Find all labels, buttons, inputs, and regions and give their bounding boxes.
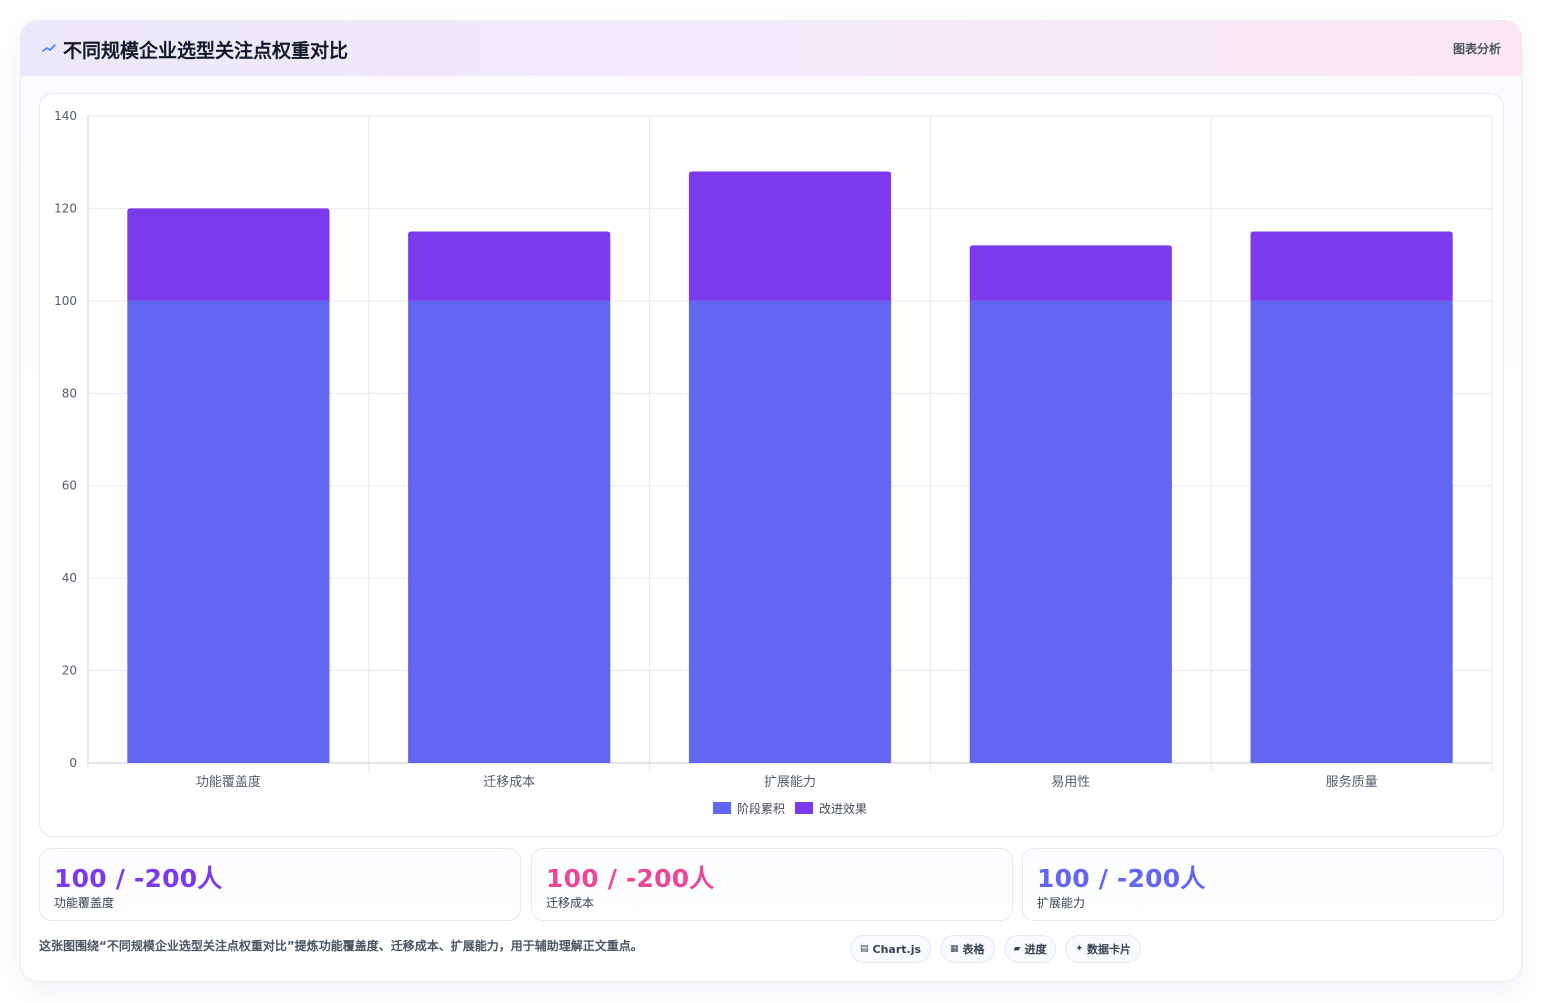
chart-card: 不同规模企业选型关注点权重对比 图表分析 0 20 40 60 80 100 120 140 功…: [20, 20, 1522, 982]
bar-1-1: [127, 300, 330, 763]
table-icon: ▦: [950, 944, 959, 954]
y-tick-label: 40: [62, 571, 77, 585]
stat-label: 扩展能力: [1037, 896, 1086, 910]
chip-label: Chart.js: [872, 942, 922, 956]
chart-caption: 这张图围绕“不同规模企业选型关注点权重对比”提炼功能覆盖度、迁移成本、扩展能力，…: [39, 939, 643, 953]
sparkle-icon: ✦: [1075, 944, 1084, 954]
sparkline-icon: [42, 44, 56, 52]
chart-icon: ▤: [860, 944, 869, 954]
chip-progress[interactable]: ▰ 进度: [1003, 935, 1057, 963]
stat-value: 100 / -200人: [546, 864, 715, 893]
x-tick-label: 扩展能力: [764, 775, 816, 790]
legend-swatch: [795, 802, 813, 814]
y-tick-label: 120: [54, 201, 77, 215]
bar-1-3: [688, 300, 892, 763]
stat-card-3: 100 / -200人 扩展能力: [1022, 848, 1504, 921]
tech-chips: ▤ Chart.js ▦ 表格 ▰ 进度 ✦ 数据卡片: [850, 935, 1142, 965]
stat-card-2: 100 / -200人 迁移成本: [531, 848, 1013, 921]
chip-table[interactable]: ▦ 表格: [940, 935, 995, 963]
y-tick-label: 0: [69, 756, 77, 770]
stat-value: 100 / -200人: [1037, 864, 1206, 893]
chip-label: 表格: [962, 943, 985, 956]
chip-label: 进度: [1024, 943, 1047, 956]
legend-swatch: [713, 802, 731, 814]
bar-2-1: [127, 208, 330, 301]
stat-label: 迁移成本: [546, 896, 595, 910]
bar-2-3: [688, 171, 892, 301]
card-header: 不同规模企业选型关注点权重对比 图表分析: [21, 21, 1521, 76]
bar-2-4: [969, 245, 1172, 301]
x-tick-label: 功能覆盖度: [196, 774, 261, 790]
y-tick-label: 60: [62, 479, 77, 493]
stat-value: 100 / -200人: [54, 864, 223, 893]
chip-label: 数据卡片: [1087, 943, 1132, 956]
chart-analysis-tag[interactable]: 图表分析: [1452, 42, 1501, 56]
y-tick-label: 80: [62, 386, 77, 400]
chart-container: 0 20 40 60 80 100 120 140 功能覆盖度 迁移成本 扩展能力 易用性 服务质量阶段…: [39, 93, 1504, 837]
stat-label: 功能覆盖度: [54, 896, 115, 910]
x-tick-label: 易用性: [1051, 775, 1090, 790]
bar-1-4: [969, 300, 1172, 763]
legend-label: 阶段累积: [737, 801, 785, 816]
bar-2-2: [408, 231, 611, 301]
progress-icon: ▰: [1013, 944, 1021, 954]
stat-card-1: 100 / -200人 功能覆盖度: [39, 848, 521, 921]
bar-chart: 0 20 40 60 80 100 120 140 功能覆盖度 迁移成本 扩展能力 易用性 服务质量阶段…: [54, 109, 1493, 816]
bar-2-5: [1250, 231, 1453, 301]
bar-1-2: [408, 300, 611, 763]
y-tick-label: 140: [54, 109, 77, 123]
x-tick-label: 服务质量: [1326, 774, 1378, 790]
chip-data-card[interactable]: ✦ 数据卡片: [1065, 935, 1142, 963]
x-tick-label: 迁移成本: [483, 775, 535, 790]
chip-chartjs[interactable]: ▤ Chart.js: [850, 935, 932, 963]
bar-1-5: [1250, 300, 1453, 763]
legend-label: 改进效果: [819, 801, 867, 816]
y-tick-label: 100: [54, 294, 77, 308]
y-tick-label: 20: [62, 664, 77, 678]
page-title: 不同规模企业选型关注点权重对比: [63, 40, 349, 62]
